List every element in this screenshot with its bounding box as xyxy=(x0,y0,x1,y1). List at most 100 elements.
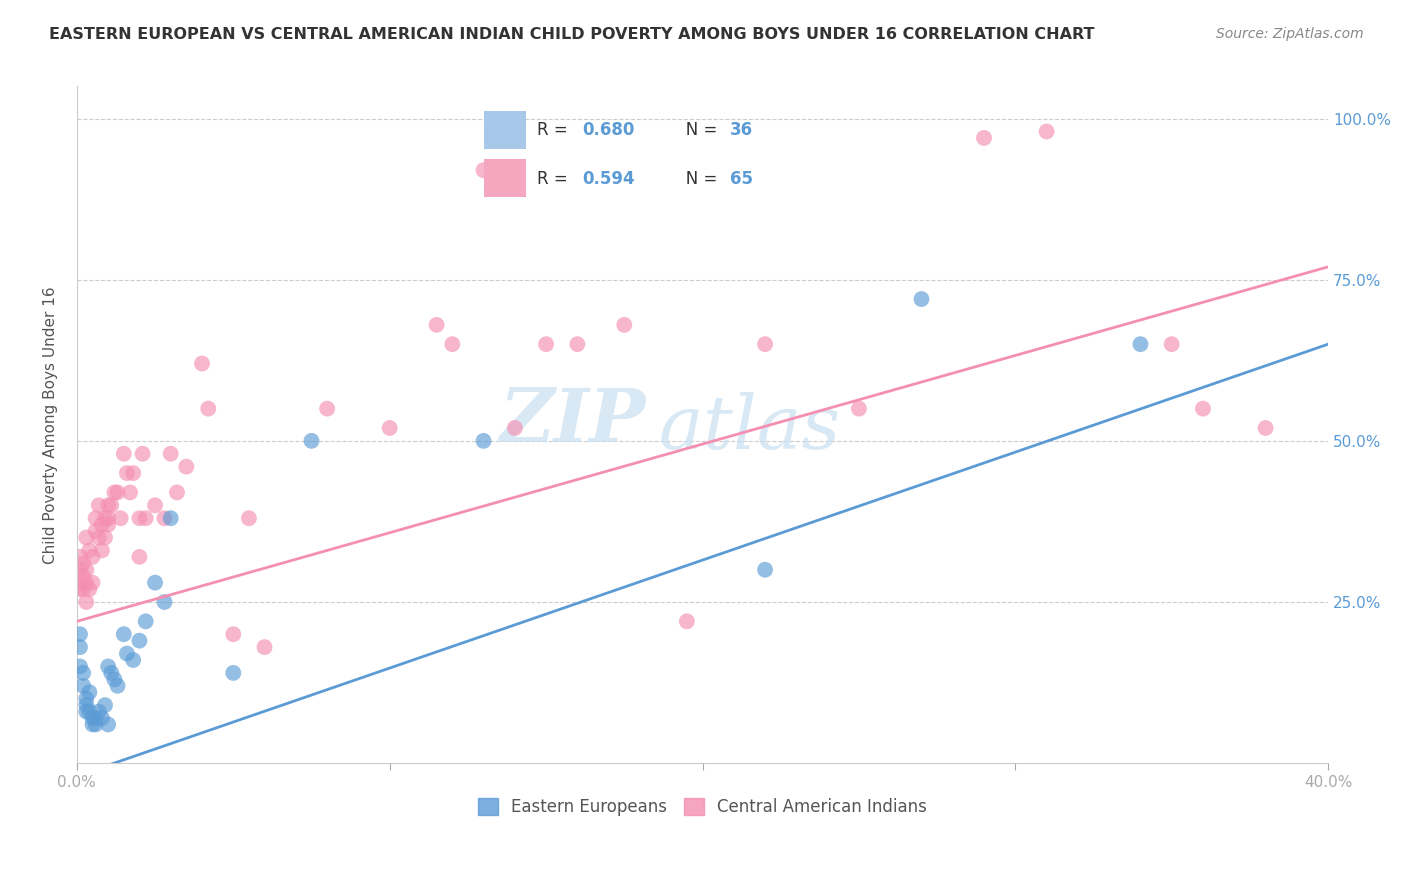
Point xyxy=(103,485,125,500)
Point xyxy=(115,647,138,661)
Point xyxy=(75,705,97,719)
Point xyxy=(110,511,132,525)
Point xyxy=(107,485,129,500)
Point xyxy=(112,447,135,461)
Point xyxy=(534,337,557,351)
Point xyxy=(72,679,94,693)
Point xyxy=(69,563,91,577)
Point xyxy=(128,633,150,648)
Point xyxy=(94,531,117,545)
Point xyxy=(90,711,112,725)
Point xyxy=(69,659,91,673)
Text: ZIP: ZIP xyxy=(501,385,647,458)
Point xyxy=(115,466,138,480)
Point xyxy=(94,511,117,525)
Point xyxy=(128,549,150,564)
Point xyxy=(135,615,157,629)
Point xyxy=(69,549,91,564)
Point xyxy=(1160,337,1182,351)
Text: Source: ZipAtlas.com: Source: ZipAtlas.com xyxy=(1216,27,1364,41)
Point xyxy=(153,511,176,525)
Point xyxy=(103,673,125,687)
Point xyxy=(75,595,97,609)
Point xyxy=(1192,401,1215,416)
Point xyxy=(84,711,107,725)
Point xyxy=(1254,421,1277,435)
Point xyxy=(84,511,107,525)
Point xyxy=(754,563,776,577)
Point xyxy=(222,627,245,641)
Point xyxy=(567,337,589,351)
Point xyxy=(75,575,97,590)
Point xyxy=(82,549,104,564)
Point xyxy=(75,531,97,545)
Point xyxy=(503,421,526,435)
Point xyxy=(97,511,120,525)
Point xyxy=(1035,124,1057,138)
Point xyxy=(191,357,214,371)
Point xyxy=(97,717,120,731)
Point xyxy=(69,640,91,654)
Point xyxy=(90,517,112,532)
Point xyxy=(69,575,91,590)
Point xyxy=(472,434,495,448)
Point xyxy=(87,498,110,512)
Point xyxy=(100,665,122,680)
Point xyxy=(82,711,104,725)
Point xyxy=(301,434,323,448)
Point xyxy=(72,569,94,583)
Point xyxy=(222,665,245,680)
Point xyxy=(97,517,120,532)
Point xyxy=(848,401,870,416)
Point xyxy=(87,531,110,545)
Point xyxy=(1129,337,1152,351)
Point xyxy=(316,401,339,416)
Point xyxy=(75,563,97,577)
Point xyxy=(143,575,166,590)
Point xyxy=(122,466,145,480)
Point xyxy=(910,292,932,306)
Point xyxy=(676,615,699,629)
Point xyxy=(75,691,97,706)
Point xyxy=(197,401,219,416)
Point xyxy=(69,627,91,641)
Point xyxy=(122,653,145,667)
Point xyxy=(72,557,94,571)
Point xyxy=(118,485,141,500)
Point xyxy=(82,717,104,731)
Point xyxy=(613,318,636,332)
Point xyxy=(100,498,122,512)
Point xyxy=(79,705,101,719)
Point xyxy=(378,421,401,435)
Point xyxy=(143,498,166,512)
Point xyxy=(79,685,101,699)
Point xyxy=(90,543,112,558)
Y-axis label: Child Poverty Among Boys Under 16: Child Poverty Among Boys Under 16 xyxy=(44,286,58,564)
Point xyxy=(72,665,94,680)
Point xyxy=(441,337,464,351)
Point xyxy=(97,659,120,673)
Point xyxy=(79,582,101,596)
Point xyxy=(131,447,153,461)
Point xyxy=(72,582,94,596)
Text: atlas: atlas xyxy=(658,392,841,465)
Point xyxy=(159,447,181,461)
Point xyxy=(426,318,449,332)
Point xyxy=(128,511,150,525)
Point xyxy=(166,485,188,500)
Point xyxy=(253,640,276,654)
Point xyxy=(153,595,176,609)
Point xyxy=(69,582,91,596)
Point xyxy=(84,524,107,538)
Point xyxy=(79,543,101,558)
Point xyxy=(472,163,495,178)
Point xyxy=(973,131,995,145)
Point xyxy=(84,717,107,731)
Point xyxy=(82,575,104,590)
Point xyxy=(107,679,129,693)
Point xyxy=(159,511,181,525)
Point xyxy=(135,511,157,525)
Point xyxy=(87,705,110,719)
Point xyxy=(112,627,135,641)
Point xyxy=(97,498,120,512)
